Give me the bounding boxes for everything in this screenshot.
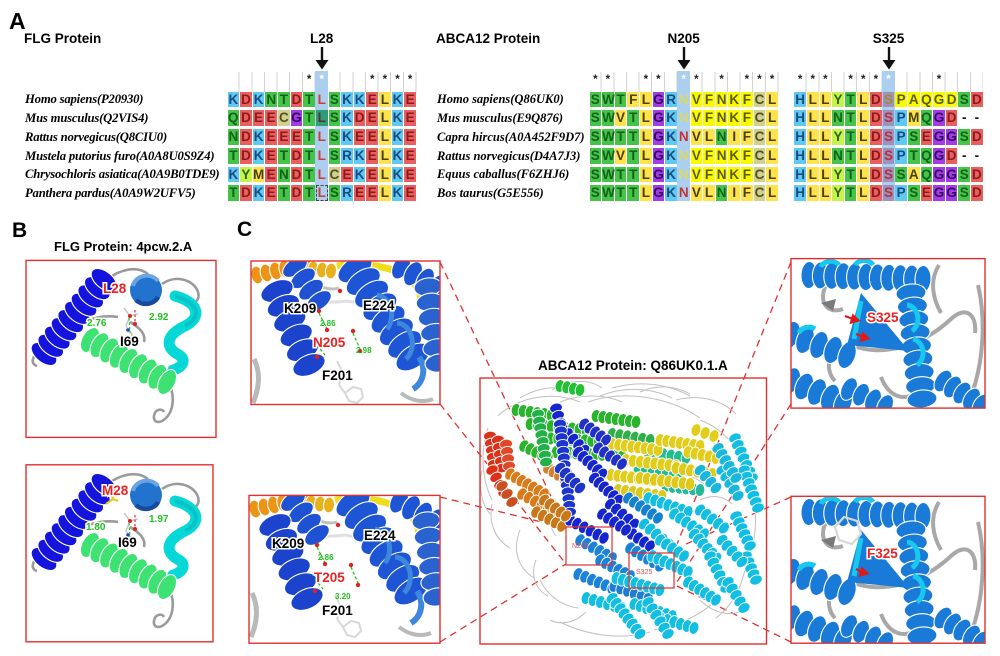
svg-text:2.86: 2.86 [318,553,334,562]
svg-text:E224: E224 [363,298,395,313]
svg-text:I69: I69 [120,334,139,349]
svg-text:2.86: 2.86 [320,319,336,328]
svg-text:2.76: 2.76 [87,318,107,329]
svg-text:2.98: 2.98 [356,346,372,355]
svg-text:F325: F325 [867,546,898,561]
svg-text:N205: N205 [572,543,589,550]
svg-text:1.97: 1.97 [149,514,169,525]
svg-text:N205: N205 [313,335,346,350]
svg-text:M28: M28 [102,483,129,498]
svg-text:E224: E224 [364,528,396,543]
svg-text:L28: L28 [103,281,127,296]
svg-text:K209: K209 [284,301,316,316]
svg-text:3.20: 3.20 [335,592,351,601]
svg-text:F201: F201 [322,603,353,618]
svg-text:1.80: 1.80 [86,522,106,533]
svg-text:K209: K209 [272,536,304,551]
svg-text:F201: F201 [322,368,353,383]
svg-text:2.92: 2.92 [149,312,169,323]
svg-text:I69: I69 [118,535,137,550]
svg-text:T205: T205 [314,570,345,585]
svg-text:S325: S325 [867,310,899,325]
svg-text:S325: S325 [636,569,652,576]
